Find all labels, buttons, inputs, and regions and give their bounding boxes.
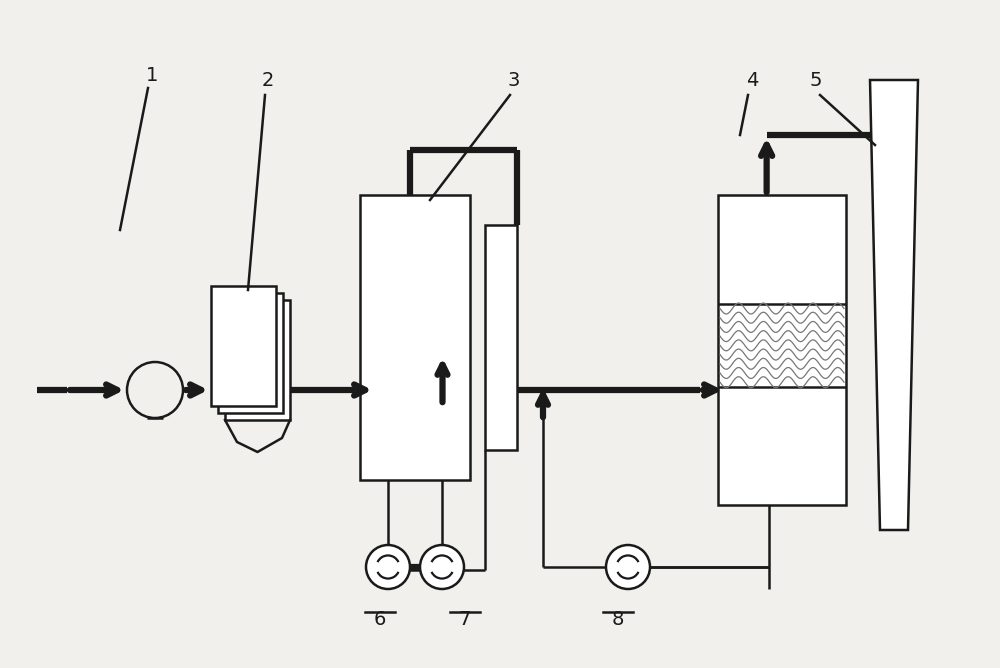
Bar [718,195,846,505]
Text: 6: 6 [374,610,386,629]
Text: 5: 5 [810,71,822,90]
Bar [225,300,290,420]
Text: 4: 4 [746,71,758,90]
Circle shape [606,545,650,589]
Text: 3: 3 [508,71,520,90]
Bar [211,286,276,406]
Bar [218,293,283,413]
Text: 1: 1 [146,66,158,85]
Text: 8: 8 [612,610,624,629]
Circle shape [420,545,464,589]
Text: 7: 7 [459,610,471,629]
Bar [360,195,470,480]
Text: 2: 2 [262,71,274,90]
Circle shape [366,545,410,589]
Bar [485,225,517,450]
Polygon shape [870,80,918,530]
